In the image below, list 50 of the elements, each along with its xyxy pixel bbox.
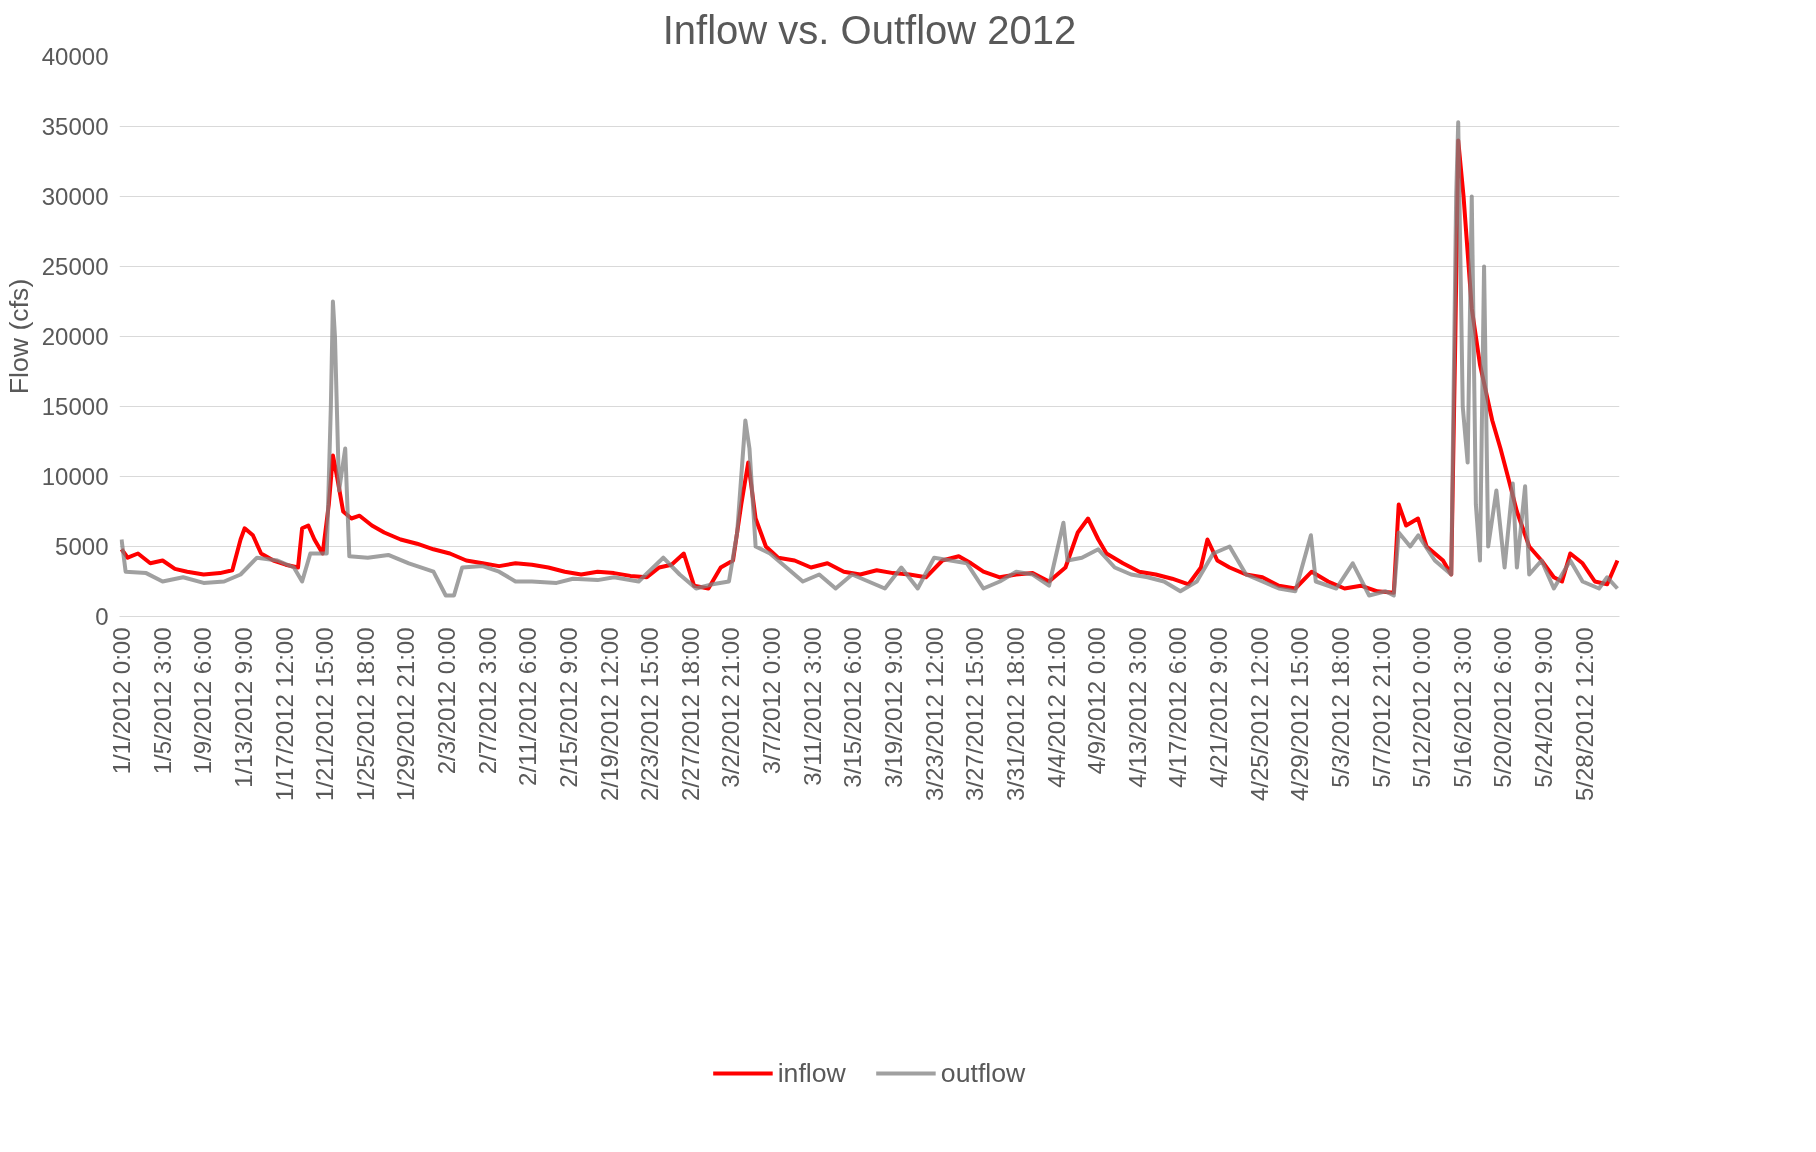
x-tick-label: 2/15/2012 9:00 <box>554 627 582 788</box>
x-tick-label: 3/19/2012 9:00 <box>880 627 908 788</box>
x-tick-label: 4/21/2012 9:00 <box>1205 627 1233 788</box>
x-tick-label: 3/27/2012 15:00 <box>961 627 989 801</box>
y-tick-label: 35000 <box>41 113 109 140</box>
y-tick-label: 20000 <box>41 323 109 350</box>
y-tick-label: 15000 <box>41 393 109 420</box>
chart-title: Inflow vs. Outflow 2012 <box>662 7 1077 52</box>
x-tick-label: 1/21/2012 15:00 <box>311 627 339 801</box>
x-tick-label: 3/7/2012 0:00 <box>758 627 786 775</box>
x-tick-label: 3/31/2012 18:00 <box>1001 627 1029 801</box>
legend-label: outflow <box>940 1057 1026 1089</box>
x-tick-label: 1/17/2012 12:00 <box>270 627 298 801</box>
x-tick-label: 5/16/2012 3:00 <box>1448 627 1476 788</box>
legend-label: inflow <box>777 1057 846 1089</box>
y-axis-title: Flow (cfs) <box>3 278 34 395</box>
x-tick-label: 5/3/2012 18:00 <box>1326 627 1354 788</box>
x-tick-label: 1/29/2012 21:00 <box>392 627 420 801</box>
y-tick-label: 10000 <box>41 463 109 490</box>
x-tick-label: 3/2/2012 21:00 <box>717 627 745 788</box>
x-tick-label: 3/11/2012 3:00 <box>798 627 826 786</box>
x-tick-label: 1/1/2012 0:00 <box>108 627 136 775</box>
x-tick-label: 5/12/2012 0:00 <box>1408 627 1436 788</box>
x-tick-label: 1/13/2012 9:00 <box>229 627 257 788</box>
x-tick-label: 4/4/2012 21:00 <box>1042 627 1070 788</box>
y-tick-label: 30000 <box>41 183 109 210</box>
x-tick-label: 5/24/2012 9:00 <box>1530 627 1558 788</box>
x-tick-label: 4/17/2012 6:00 <box>1164 627 1192 788</box>
x-tick-label: 1/25/2012 18:00 <box>351 627 379 801</box>
y-tick-label: 25000 <box>41 253 109 280</box>
x-tick-label: 2/3/2012 0:00 <box>433 627 461 775</box>
x-tick-label: 2/19/2012 12:00 <box>595 627 623 801</box>
y-tick-label: 40000 <box>41 43 109 70</box>
x-tick-label: 3/15/2012 6:00 <box>839 627 867 788</box>
x-tick-label: 5/7/2012 21:00 <box>1367 627 1395 788</box>
x-tick-label: 2/11/2012 6:00 <box>514 627 542 786</box>
x-tick-label: 1/9/2012 6:00 <box>189 627 217 775</box>
x-tick-label: 1/5/2012 3:00 <box>148 627 176 775</box>
y-tick-label: 5000 <box>55 533 109 560</box>
x-tick-label: 4/13/2012 3:00 <box>1123 627 1151 788</box>
x-tick-label: 2/27/2012 18:00 <box>676 627 704 801</box>
y-tick-label: 0 <box>95 603 109 630</box>
x-tick-label: 3/23/2012 12:00 <box>920 627 948 801</box>
x-tick-label: 4/9/2012 0:00 <box>1083 627 1111 775</box>
x-tick-label: 4/25/2012 12:00 <box>1245 627 1273 801</box>
x-tick-label: 5/20/2012 6:00 <box>1489 627 1517 788</box>
x-tick-label: 2/23/2012 15:00 <box>636 627 664 801</box>
x-tick-label: 5/28/2012 12:00 <box>1570 627 1598 801</box>
x-tick-label: 2/7/2012 3:00 <box>473 627 501 775</box>
x-tick-label: 4/29/2012 15:00 <box>1286 627 1314 801</box>
